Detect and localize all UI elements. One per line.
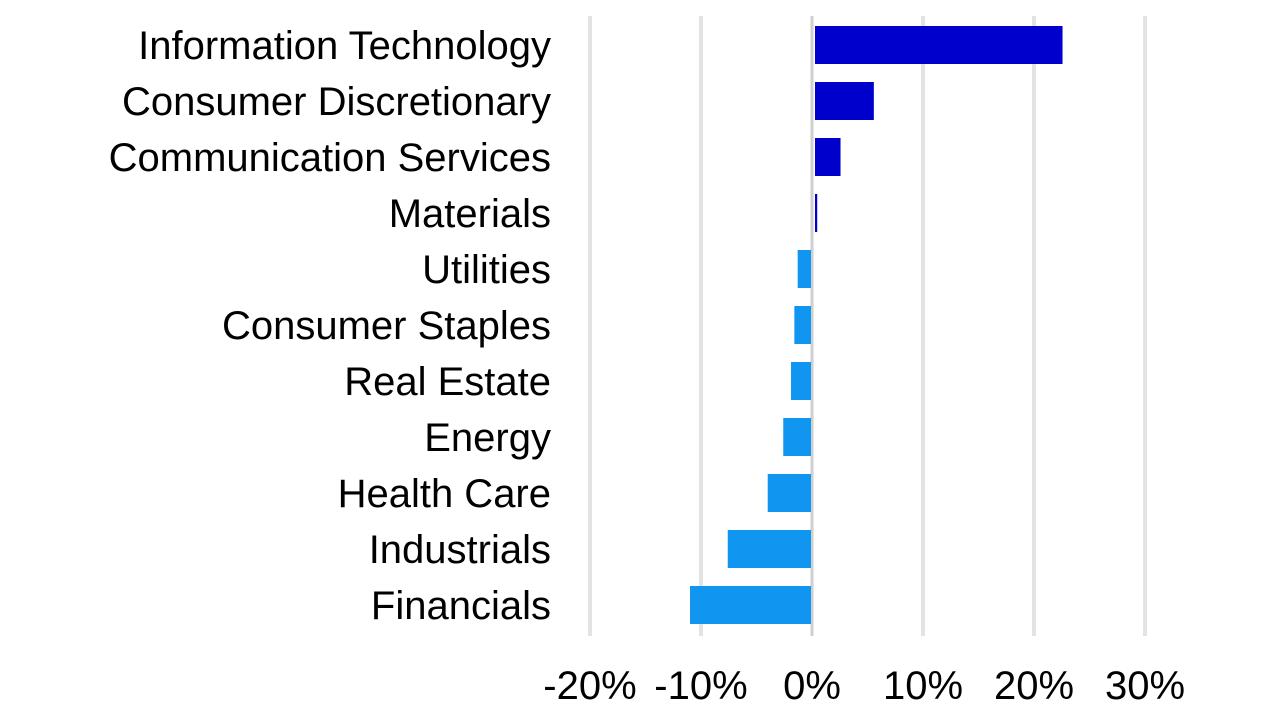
category-label-consumer-discretionary: Consumer Discretionary — [122, 80, 551, 124]
bar-materials — [815, 194, 818, 232]
category-label-information-technology: Information Technology — [138, 24, 551, 68]
x-tick-label: 0% — [783, 664, 841, 708]
category-label-energy: Energy — [424, 416, 551, 460]
bar-industrials — [727, 530, 811, 568]
category-label-financials: Financials — [371, 584, 551, 628]
category-label-real-estate: Real Estate — [344, 360, 551, 404]
x-tick-labels: -20% -10% 0% 10% 20% 30% — [543, 664, 1185, 708]
x-tick-label: -20% — [543, 664, 636, 708]
category-label-consumer-staples: Consumer Staples — [222, 304, 551, 348]
category-label-health-care: Health Care — [338, 472, 551, 516]
category-label-materials: Materials — [389, 192, 551, 236]
bars — [690, 26, 1063, 624]
x-tick-label: 30% — [1105, 664, 1185, 708]
bar-financials — [690, 586, 811, 624]
bar-energy — [783, 418, 811, 456]
bar-consumer-staples — [794, 306, 811, 344]
category-labels: Information Technology Consumer Discretio… — [109, 24, 551, 628]
bar-health-care — [767, 474, 811, 512]
gridlines — [588, 16, 1147, 636]
category-label-utilities: Utilities — [422, 248, 551, 292]
bar-consumer-discretionary — [815, 82, 874, 120]
bar-real-estate — [791, 362, 811, 400]
x-tick-label: 20% — [994, 664, 1074, 708]
category-label-communication-services: Communication Services — [109, 136, 551, 180]
bar-communication-services — [815, 138, 841, 176]
category-label-industrials: Industrials — [369, 528, 551, 572]
x-tick-label: -10% — [654, 664, 747, 708]
x-tick-label: 10% — [883, 664, 963, 708]
bar-information-technology — [815, 26, 1063, 64]
bar-utilities — [797, 250, 811, 288]
